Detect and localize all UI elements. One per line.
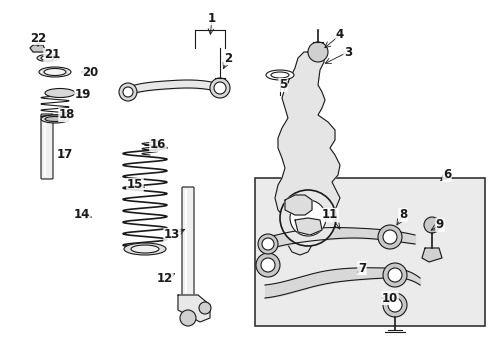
Circle shape	[382, 230, 396, 244]
Bar	[254, 178, 484, 326]
Text: 16: 16	[149, 139, 166, 152]
Circle shape	[123, 87, 133, 97]
Ellipse shape	[44, 68, 66, 76]
Text: 12: 12	[157, 271, 173, 284]
Ellipse shape	[45, 117, 65, 122]
Text: 14: 14	[74, 208, 90, 221]
Text: 21: 21	[44, 49, 60, 62]
Polygon shape	[294, 218, 321, 235]
Circle shape	[199, 302, 210, 314]
Text: 22: 22	[30, 31, 46, 45]
Text: 1: 1	[207, 12, 216, 24]
Circle shape	[258, 234, 278, 254]
Polygon shape	[178, 295, 209, 322]
Text: 13: 13	[163, 229, 180, 242]
Text: 5: 5	[278, 78, 286, 91]
FancyBboxPatch shape	[41, 114, 53, 179]
Text: 2: 2	[224, 51, 232, 64]
Circle shape	[119, 83, 137, 101]
Circle shape	[280, 190, 335, 246]
Circle shape	[262, 238, 273, 250]
Polygon shape	[274, 48, 339, 255]
Ellipse shape	[41, 115, 69, 123]
Circle shape	[387, 268, 401, 282]
Text: 6: 6	[442, 168, 450, 181]
Circle shape	[387, 298, 401, 312]
Circle shape	[307, 42, 327, 62]
Ellipse shape	[270, 72, 288, 78]
Circle shape	[289, 200, 325, 236]
FancyBboxPatch shape	[182, 187, 194, 296]
Circle shape	[261, 258, 274, 272]
Text: 3: 3	[343, 45, 351, 58]
Polygon shape	[30, 45, 46, 52]
Circle shape	[382, 263, 406, 287]
Circle shape	[256, 253, 280, 277]
Text: 8: 8	[398, 208, 407, 221]
Polygon shape	[285, 195, 311, 215]
Circle shape	[180, 310, 196, 326]
Circle shape	[214, 82, 225, 94]
Text: 15: 15	[126, 179, 143, 192]
Circle shape	[423, 217, 439, 233]
Text: 17: 17	[57, 148, 73, 162]
Ellipse shape	[37, 54, 59, 62]
Text: 20: 20	[81, 66, 98, 78]
Text: 9: 9	[435, 219, 443, 231]
Text: 7: 7	[357, 261, 366, 274]
Ellipse shape	[41, 56, 55, 60]
Circle shape	[382, 293, 406, 317]
Ellipse shape	[124, 243, 165, 255]
Text: 18: 18	[59, 108, 75, 122]
Ellipse shape	[45, 89, 75, 98]
Text: 19: 19	[75, 89, 91, 102]
Ellipse shape	[265, 70, 293, 80]
Ellipse shape	[131, 245, 159, 253]
Text: 10: 10	[381, 292, 397, 305]
Text: 11: 11	[321, 208, 337, 221]
Text: 4: 4	[335, 28, 344, 41]
Circle shape	[377, 225, 401, 249]
Ellipse shape	[39, 67, 71, 77]
Circle shape	[209, 78, 229, 98]
Polygon shape	[421, 248, 441, 262]
